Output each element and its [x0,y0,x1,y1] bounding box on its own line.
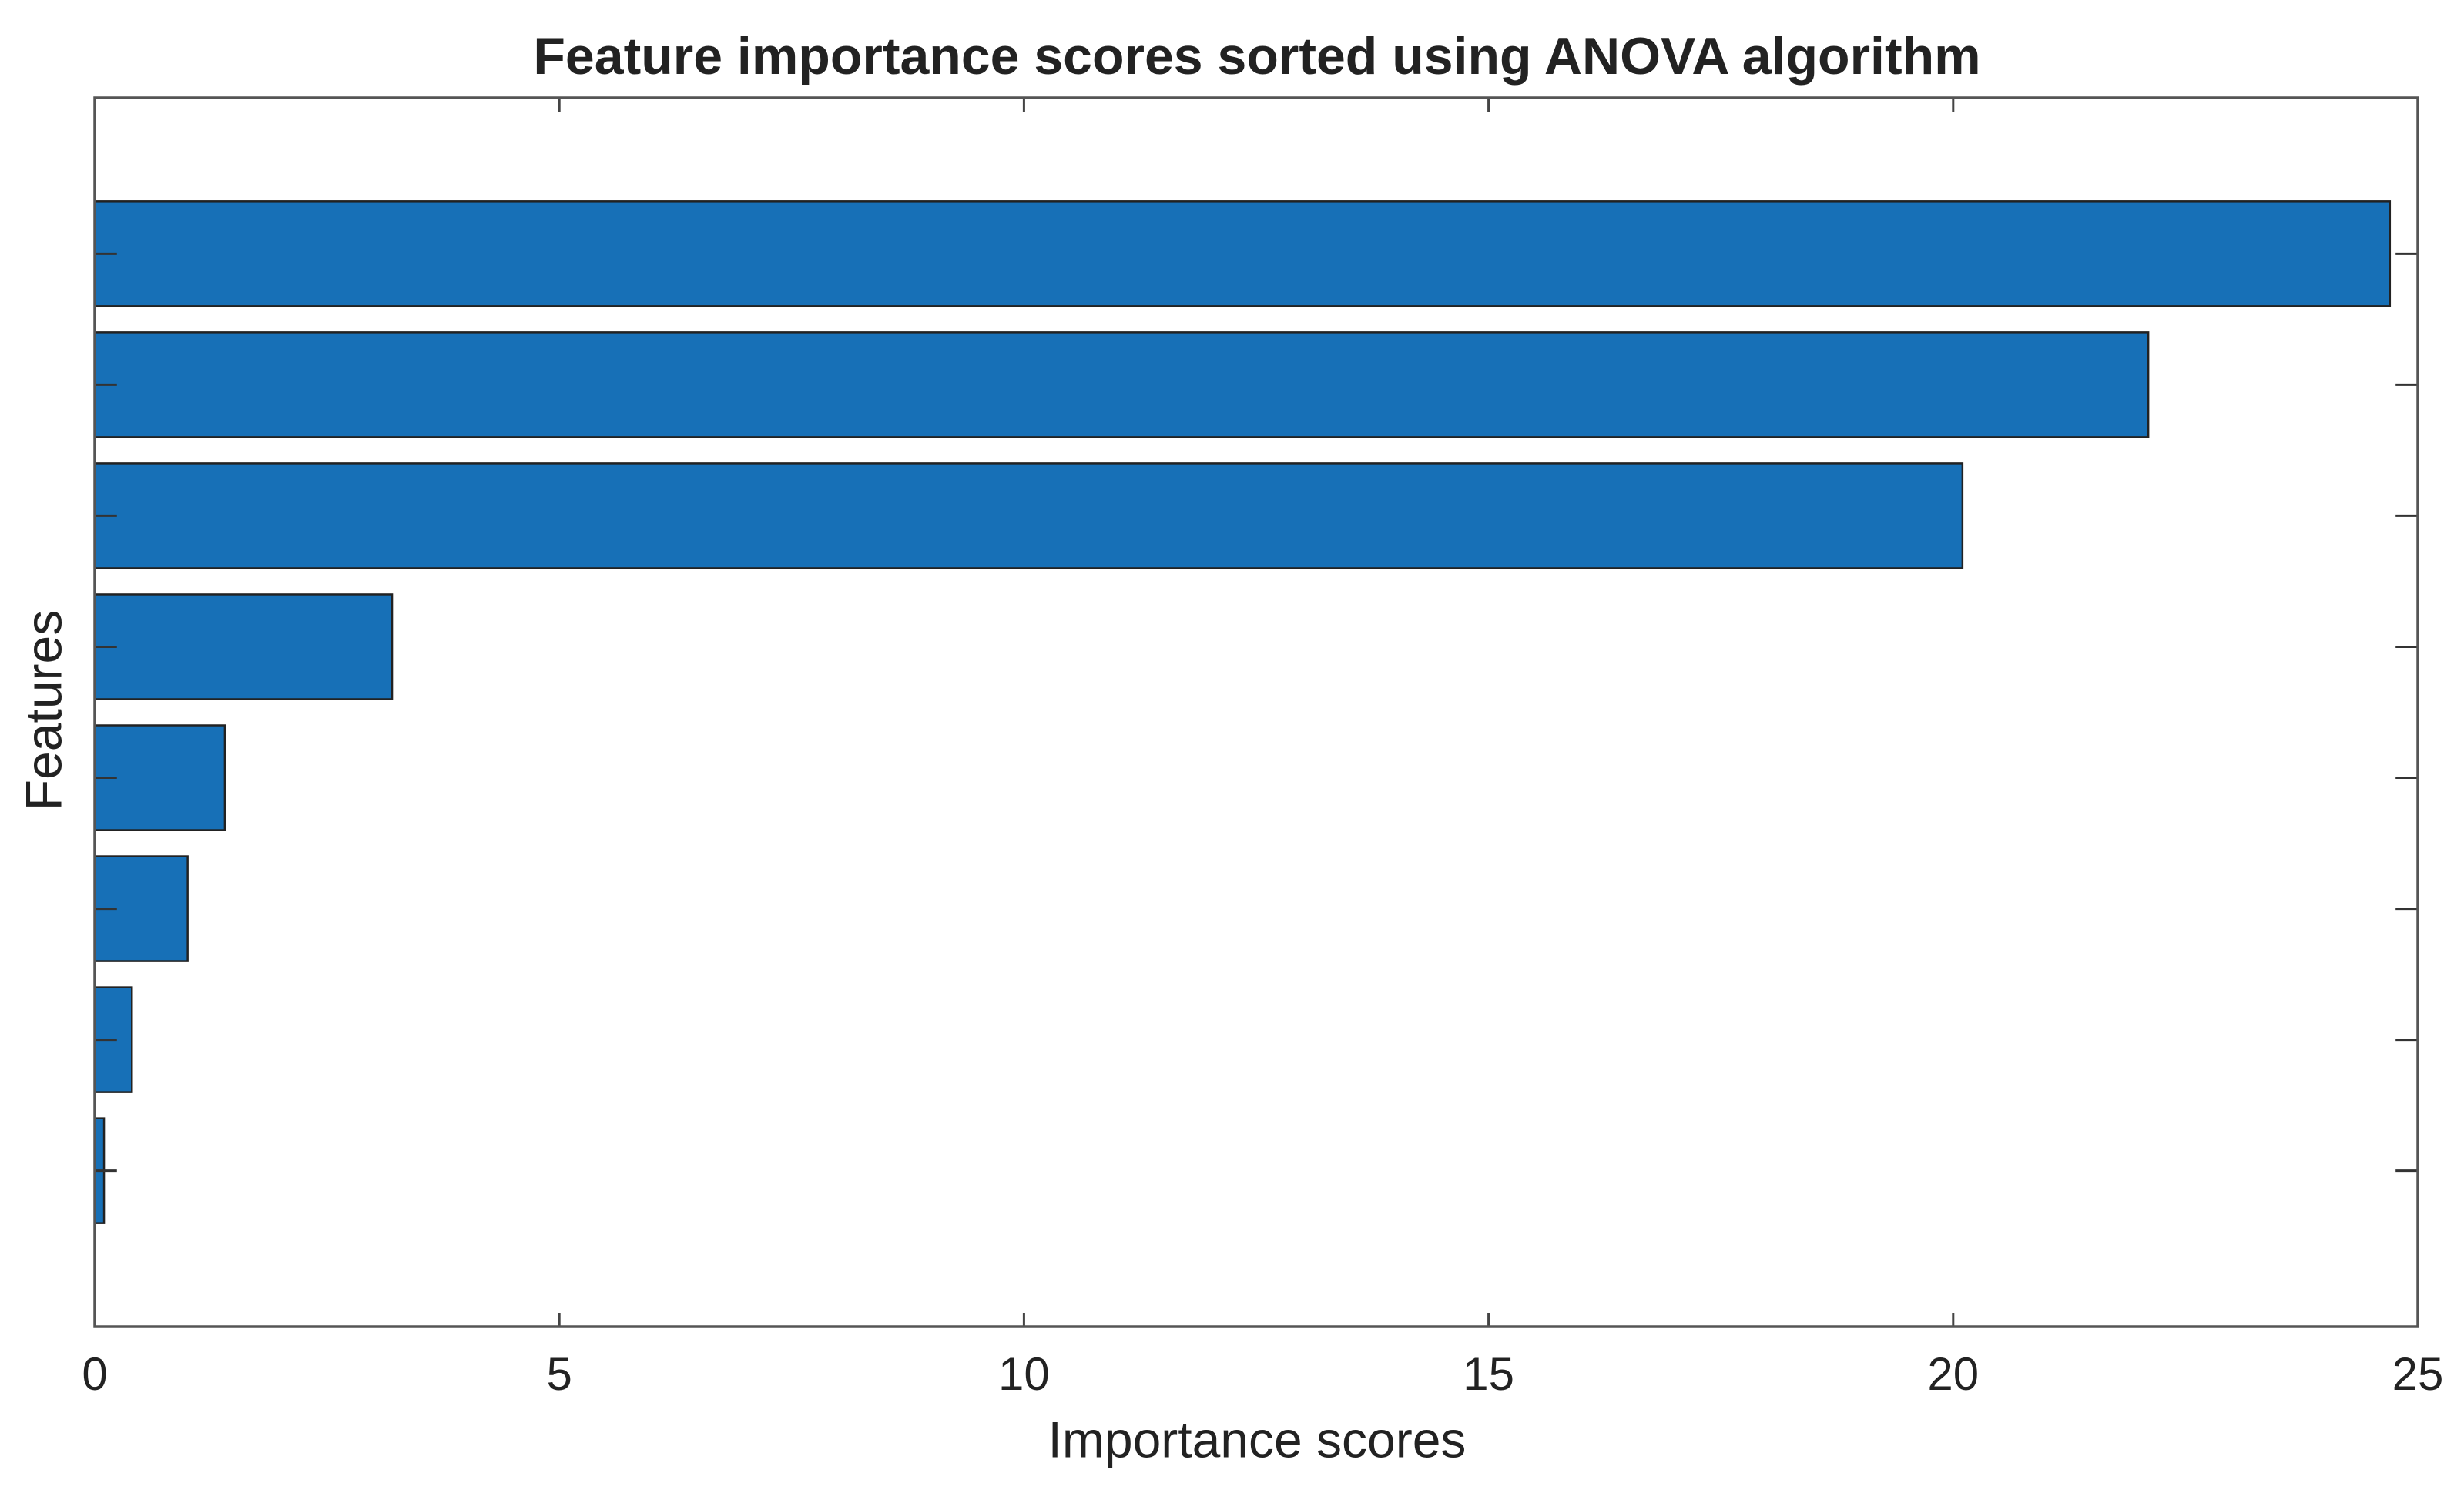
x-tick-label: 0 [82,1348,107,1400]
bar [93,462,1964,569]
x-tick-label: 10 [998,1348,1050,1400]
plot-frame [93,96,2419,1328]
y-axis-label: Features [15,610,72,810]
x-axis-label: Importance scores [1048,1411,1467,1468]
bar [93,200,2392,307]
chart-title: Feature importance scores sorted using A… [533,27,1980,86]
bar [93,593,394,700]
x-tick-label: 25 [2392,1348,2444,1400]
bar [93,331,2150,438]
x-tick-label: 15 [1463,1348,1514,1400]
x-tick-label: 20 [1927,1348,1979,1400]
x-tick-label: 5 [547,1348,572,1400]
